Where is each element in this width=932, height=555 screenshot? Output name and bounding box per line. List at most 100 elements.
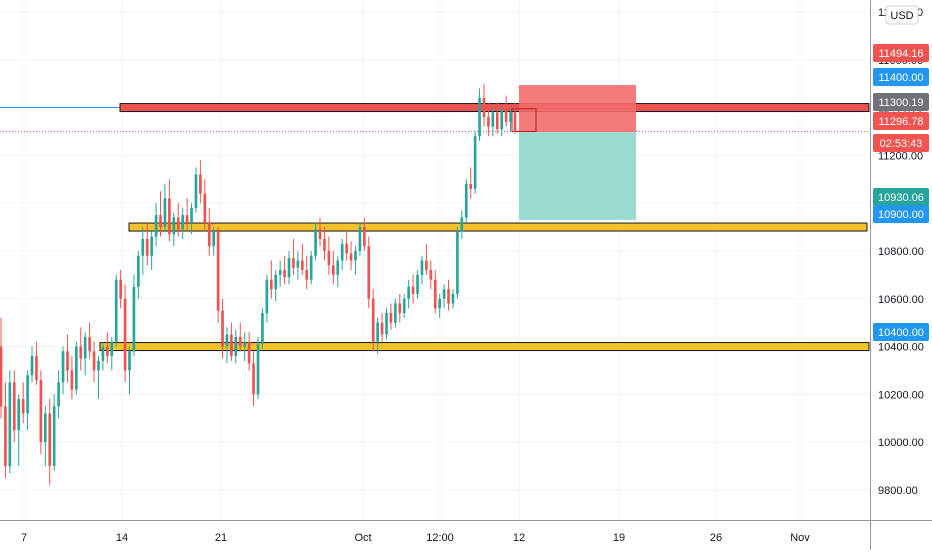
x-tick-label: 19 [613,532,625,544]
candle-body [190,207,193,223]
currency-label-box[interactable]: USD [885,5,919,25]
candle-body [504,109,508,122]
candle-body [52,406,56,467]
candle-body [39,380,43,443]
x-tick-label: 21 [215,532,227,544]
candle-body [292,258,295,268]
candle-body [363,227,366,247]
candle-body [17,399,21,431]
candle-body [137,255,140,287]
y-tick-label: 10800.00 [878,246,924,258]
zone-support-lower [99,342,870,352]
candle-body [300,260,304,271]
y-tick-label: 10000.00 [878,437,924,449]
candle-body [380,322,384,335]
candle-body [230,334,233,357]
price-badge-bg [873,205,929,223]
price-badge: 10900.00 [873,205,929,223]
candle-body [66,351,69,371]
candle-body [464,184,468,218]
candle-body [176,217,180,230]
price-badge-label: 02:53:43 [880,138,923,150]
candle-body [327,250,331,266]
candle-body [234,336,238,357]
candle-body [367,246,371,299]
candle-body [247,341,251,364]
candle-body [398,303,402,314]
candle-body [163,198,167,228]
price-badge-label: 11300.19 [878,97,923,109]
y-tick-label: 11200.00 [878,150,923,162]
y-tick-label: 9800.00 [878,485,918,497]
candle-body [513,112,517,132]
candle-body [92,351,96,371]
candle-body [358,227,362,251]
candle-body [349,253,353,261]
candle-body [278,270,282,275]
price-badge: 02:53:43 [873,134,929,152]
y-tick-label: 10400.00 [878,342,924,354]
candle-body [256,344,260,395]
price-badge-bg [873,323,929,341]
candle-body [26,375,29,414]
candle-body [79,346,83,359]
candle-body [402,298,406,314]
candle-body [442,289,446,299]
candle-body [261,313,264,345]
candle-body [323,239,326,251]
candle-body [225,334,229,347]
candle-body [283,270,286,278]
candle-body [416,274,419,294]
candle-body [340,243,344,261]
price-badge: 11300.19 [873,93,929,111]
candle-body [70,370,74,390]
candle-body [500,109,504,130]
candle-body [482,97,486,118]
candle-body [451,293,455,304]
price-badge-bg [873,68,929,86]
y-tick-label: 10600.00 [878,294,924,306]
candle-body [141,239,145,256]
candle-body [110,341,114,357]
candle-body [354,250,357,261]
candle-body [487,117,490,127]
candle-body [30,356,34,376]
zone-resistance [119,103,870,113]
price-badge: 11494.16 [873,44,929,62]
currency-label: USD [890,10,913,22]
candle-body [35,356,38,381]
candle-body [460,217,464,232]
x-tick-label: 14 [116,532,128,544]
candle-body [114,279,118,342]
zone-layer [0,103,870,352]
x-tick-label: 12 [513,532,525,544]
x-tick-label: 7 [21,532,27,544]
candle-body [61,351,65,383]
price-badge-bg [873,93,929,111]
position-target-zone [519,132,636,220]
y-tick-label: 10200.00 [878,389,924,401]
price-badge-label: 10400.00 [878,327,924,339]
candle-body [119,279,122,299]
position-entry-box [511,108,537,132]
position-layer [511,85,636,220]
candle-body [168,198,171,235]
candle-body [252,363,255,395]
candle-body [0,346,3,407]
candle-body [509,112,512,122]
candle-body [478,97,481,137]
candle-body [57,382,60,407]
candle-body [420,260,424,275]
price-badge-bg [873,44,929,62]
candle-body [331,265,335,275]
price-badge-label: 11296.78 [878,116,923,128]
candle-body [447,289,450,304]
candle-body [88,336,91,352]
candle-body [207,222,211,247]
candle-body [97,360,100,371]
candle-body [128,351,131,371]
candle-body [4,406,7,467]
x-tick-label: Nov [790,532,810,544]
